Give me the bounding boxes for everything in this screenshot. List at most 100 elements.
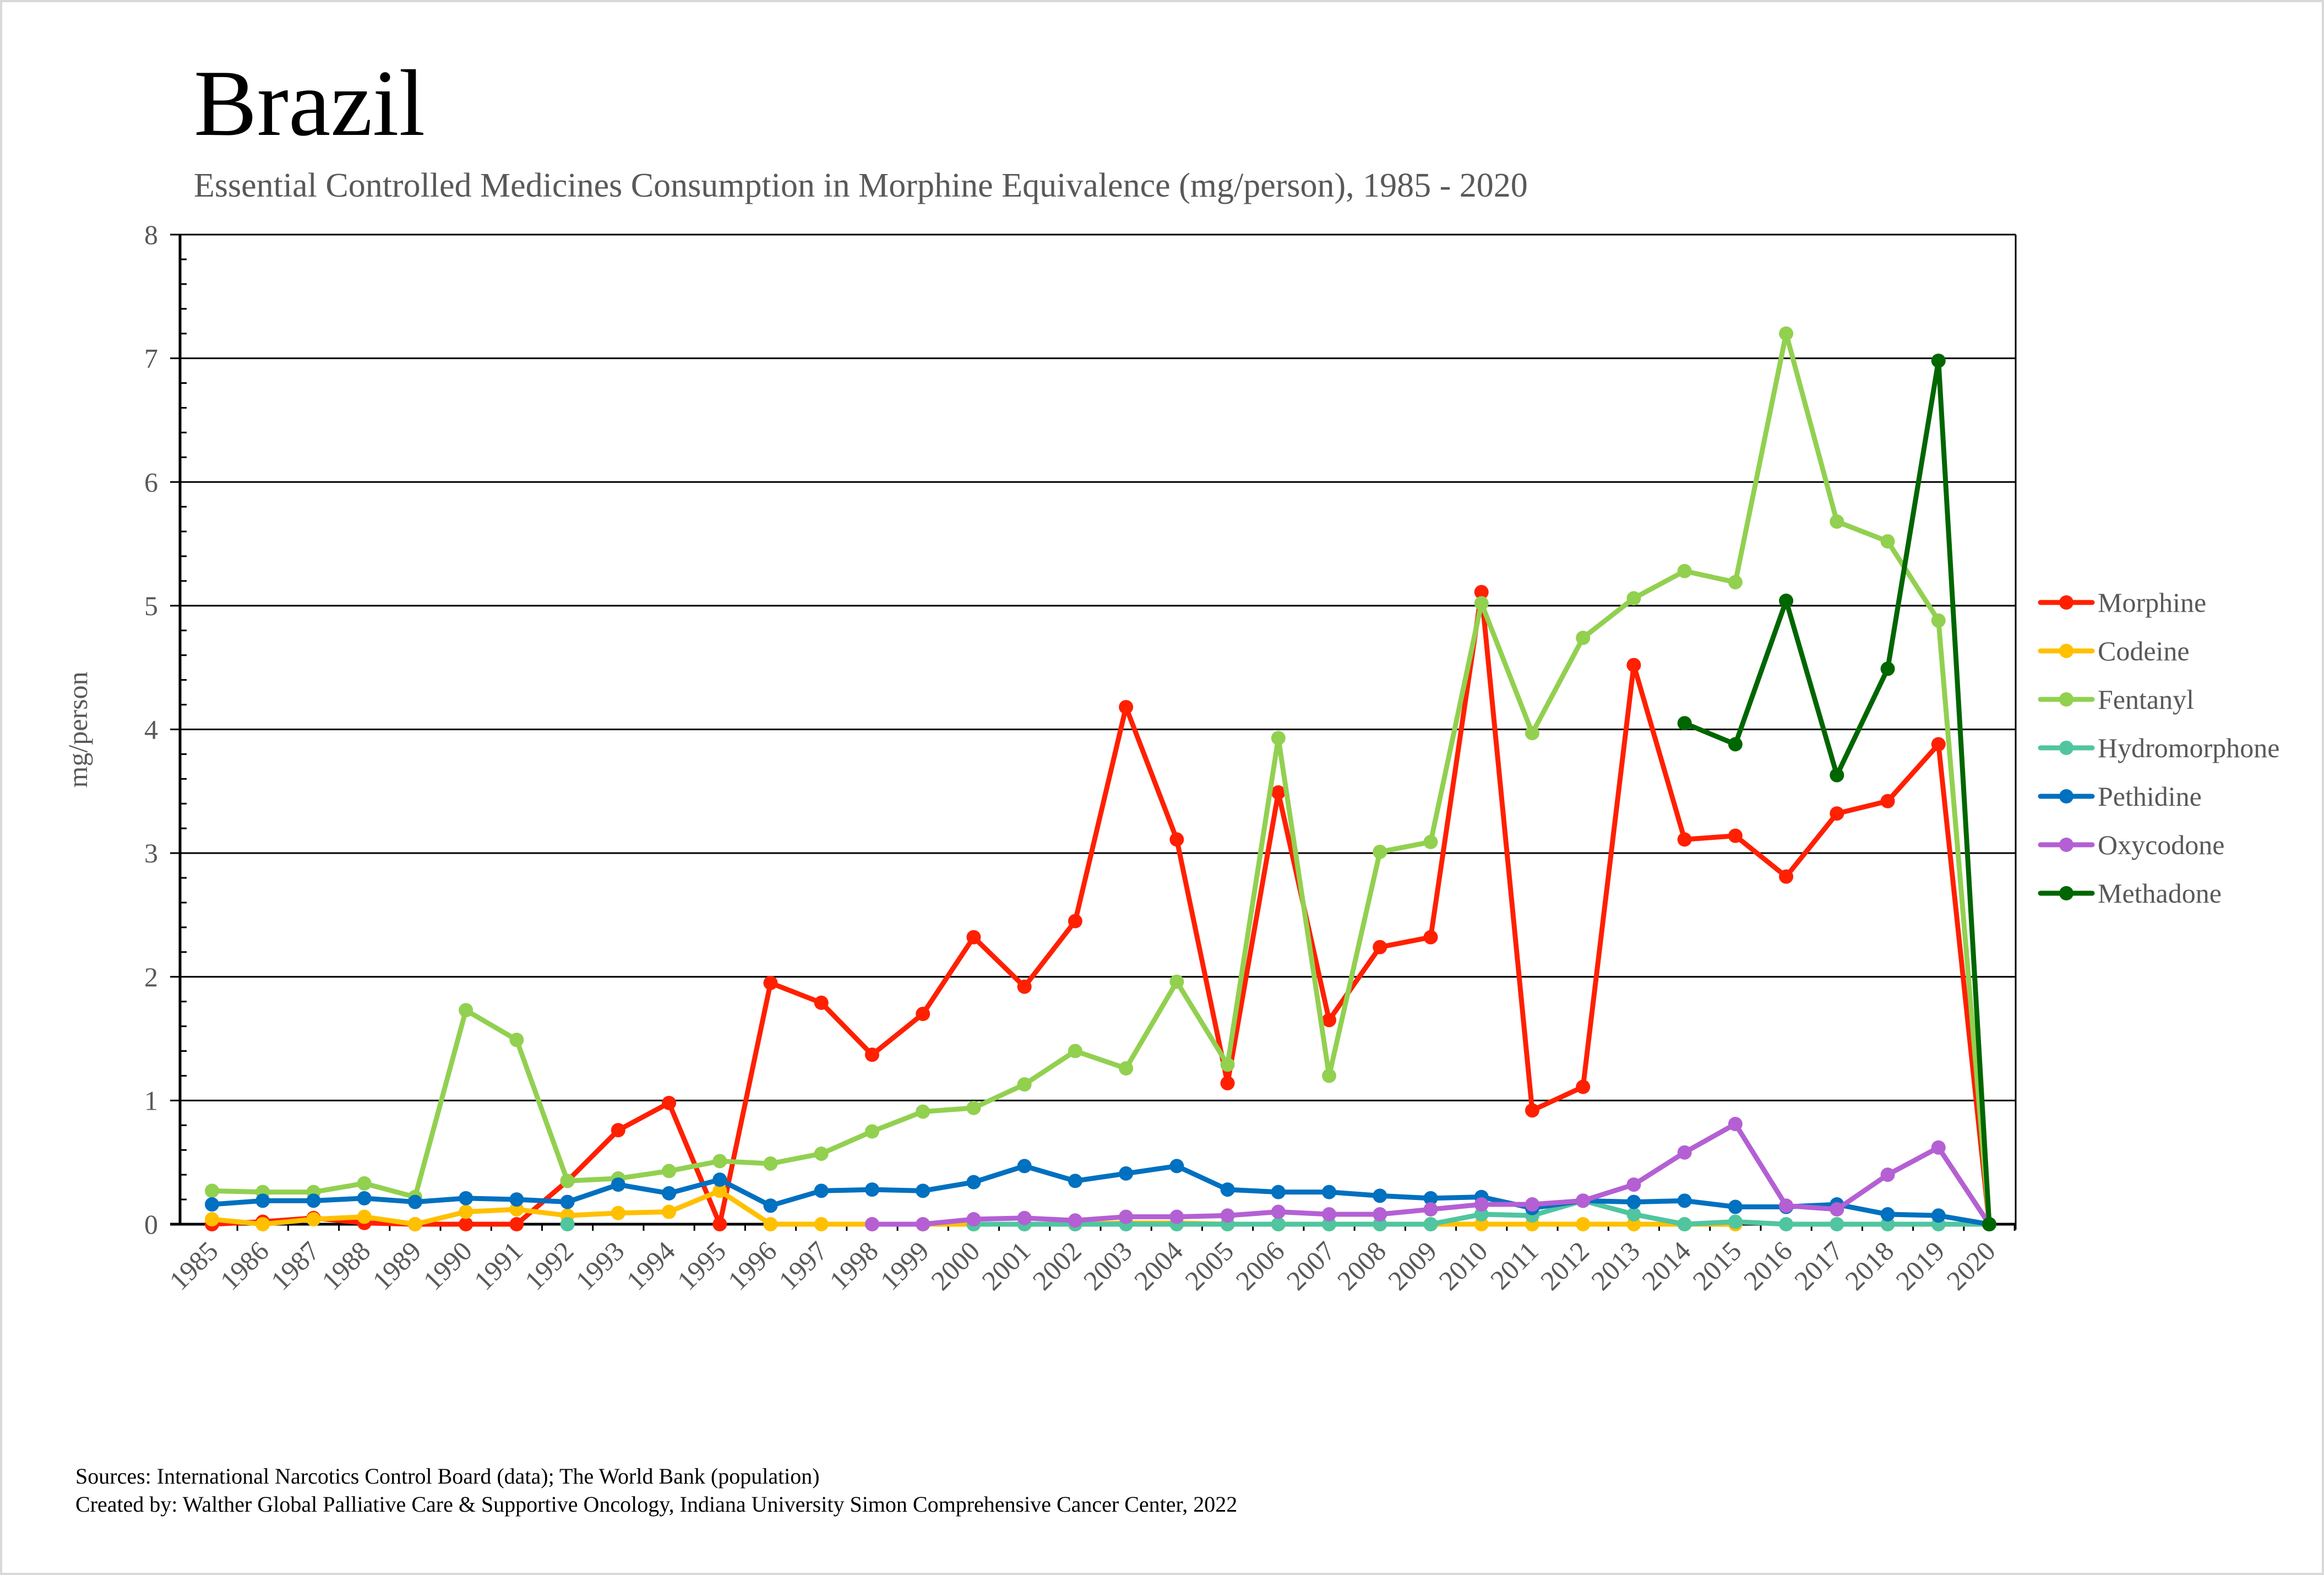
data-point-codeine	[459, 1204, 473, 1219]
data-point-pethidine	[1068, 1174, 1082, 1188]
data-point-fentanyl	[1626, 591, 1641, 606]
data-point-morphine	[1576, 1079, 1591, 1094]
series-oxycodone	[864, 1117, 1996, 1231]
data-point-fentanyl	[763, 1156, 778, 1171]
data-point-pethidine	[1271, 1185, 1286, 1199]
data-point-oxycodone	[1423, 1202, 1438, 1217]
data-point-fentanyl	[1830, 514, 1844, 529]
data-point-oxycodone	[1830, 1202, 1844, 1217]
data-point-fentanyl	[712, 1154, 727, 1169]
data-point-methadone	[1677, 716, 1692, 731]
x-tick-label: 1987	[265, 1235, 325, 1296]
data-point-fentanyl	[357, 1176, 372, 1191]
data-point-pethidine	[357, 1191, 372, 1205]
data-point-pethidine	[662, 1186, 677, 1201]
data-point-morphine	[1423, 930, 1438, 944]
data-point-codeine	[357, 1209, 372, 1224]
data-point-morphine	[1677, 832, 1692, 847]
data-point-oxycodone	[1677, 1145, 1692, 1160]
data-point-fentanyl	[1677, 563, 1692, 578]
data-point-codeine	[763, 1217, 778, 1231]
data-point-fentanyl	[509, 1033, 524, 1047]
legend-item-codeine: Codeine	[2038, 636, 2190, 666]
x-tick-label: 2008	[1331, 1235, 1392, 1296]
x-tick-labels: 1985198619871988198919901991199219931994…	[163, 1235, 2001, 1296]
data-point-hydromorphone	[1373, 1217, 1387, 1231]
x-tick-label: 2005	[1179, 1235, 1239, 1296]
x-tick-label: 2012	[1534, 1235, 1595, 1296]
x-tick-label: 1989	[366, 1235, 427, 1296]
data-point-methadone	[1830, 768, 1844, 783]
data-point-oxycodone	[1525, 1197, 1539, 1212]
x-tick-label: 2015	[1686, 1235, 1747, 1296]
x-tick-label: 2007	[1280, 1235, 1341, 1296]
data-point-pethidine	[560, 1194, 575, 1209]
x-tick-label: 2016	[1738, 1235, 1798, 1296]
legend-item-pethidine: Pethidine	[2038, 781, 2202, 812]
chart-title: Brazil	[194, 51, 425, 156]
data-point-fentanyl	[1068, 1044, 1082, 1058]
y-tick-label: 5	[144, 590, 158, 621]
data-point-codeine	[509, 1202, 524, 1217]
data-point-pethidine	[1880, 1207, 1895, 1222]
y-tick-label: 6	[144, 466, 158, 497]
data-point-pethidine	[1373, 1188, 1387, 1203]
data-point-codeine	[1474, 1217, 1489, 1231]
y-tick-label: 8	[144, 219, 158, 250]
data-point-oxycodone	[1779, 1198, 1794, 1213]
legend-marker	[2059, 886, 2073, 900]
data-point-codeine	[1626, 1217, 1641, 1231]
data-point-oxycodone	[1474, 1197, 1489, 1212]
legend-label: Fentanyl	[2098, 684, 2194, 715]
series-line-morphine	[209, 589, 1992, 1227]
data-point-morphine	[1728, 828, 1743, 843]
data-point-fentanyl	[966, 1100, 981, 1115]
data-point-fentanyl	[1525, 726, 1539, 741]
data-point-morphine	[611, 1123, 625, 1138]
x-tick-label: 1991	[468, 1235, 529, 1296]
data-point-pethidine	[306, 1193, 321, 1208]
x-tick-label: 2018	[1839, 1235, 1900, 1296]
data-point-morphine	[1017, 979, 1032, 994]
legend: Morphine Codeine Fentanyl Hydromorphone Peth…	[2038, 587, 2280, 909]
data-point-fentanyl	[1373, 844, 1387, 859]
data-point-fentanyl	[459, 1003, 473, 1018]
legend-item-morphine: Morphine	[2038, 587, 2206, 618]
data-point-fentanyl	[1779, 326, 1794, 341]
data-point-methadone	[1728, 737, 1743, 752]
x-tick-label: 1993	[569, 1235, 630, 1296]
series-line-fentanyl	[209, 331, 1992, 1227]
x-tick-label: 2011	[1484, 1235, 1544, 1295]
y-tick-labels: 0 1 2 3 4 5 6 7 8	[144, 219, 158, 1240]
x-tick-label: 1996	[722, 1235, 782, 1296]
data-point-morphine	[1373, 939, 1387, 954]
data-point-fentanyl	[1474, 596, 1489, 611]
data-point-hydromorphone	[1322, 1217, 1337, 1231]
data-point-codeine	[611, 1205, 625, 1220]
data-point-morphine	[662, 1095, 677, 1110]
data-point-pethidine	[509, 1192, 524, 1207]
x-tick-label: 1997	[772, 1235, 833, 1296]
data-point-pethidine	[459, 1191, 473, 1205]
data-point-pethidine	[1626, 1194, 1641, 1209]
data-point-fentanyl	[1576, 631, 1591, 645]
data-point-pethidine	[407, 1194, 422, 1209]
data-point-hydromorphone	[1474, 1207, 1489, 1222]
data-point-pethidine	[1728, 1199, 1743, 1214]
data-point-morphine	[1474, 585, 1489, 600]
data-point-oxycodone	[1017, 1210, 1032, 1225]
x-tick-label: 1986	[214, 1235, 275, 1296]
data-point-morphine	[459, 1217, 473, 1231]
legend-marker	[2059, 789, 2073, 803]
data-point-morphine	[1322, 1013, 1337, 1028]
data-point-morphine	[1525, 1103, 1539, 1118]
data-point-codeine	[1576, 1217, 1591, 1231]
legend-marker	[2059, 692, 2073, 707]
data-point-fentanyl	[1423, 834, 1438, 849]
data-point-hydromorphone	[1830, 1217, 1844, 1231]
data-point-fentanyl	[1220, 1057, 1235, 1072]
x-tick-label: 1988	[315, 1235, 376, 1296]
data-point-oxycodone	[1880, 1167, 1895, 1182]
data-point-pethidine	[1169, 1159, 1184, 1174]
x-tick-label: 2017	[1788, 1235, 1849, 1296]
